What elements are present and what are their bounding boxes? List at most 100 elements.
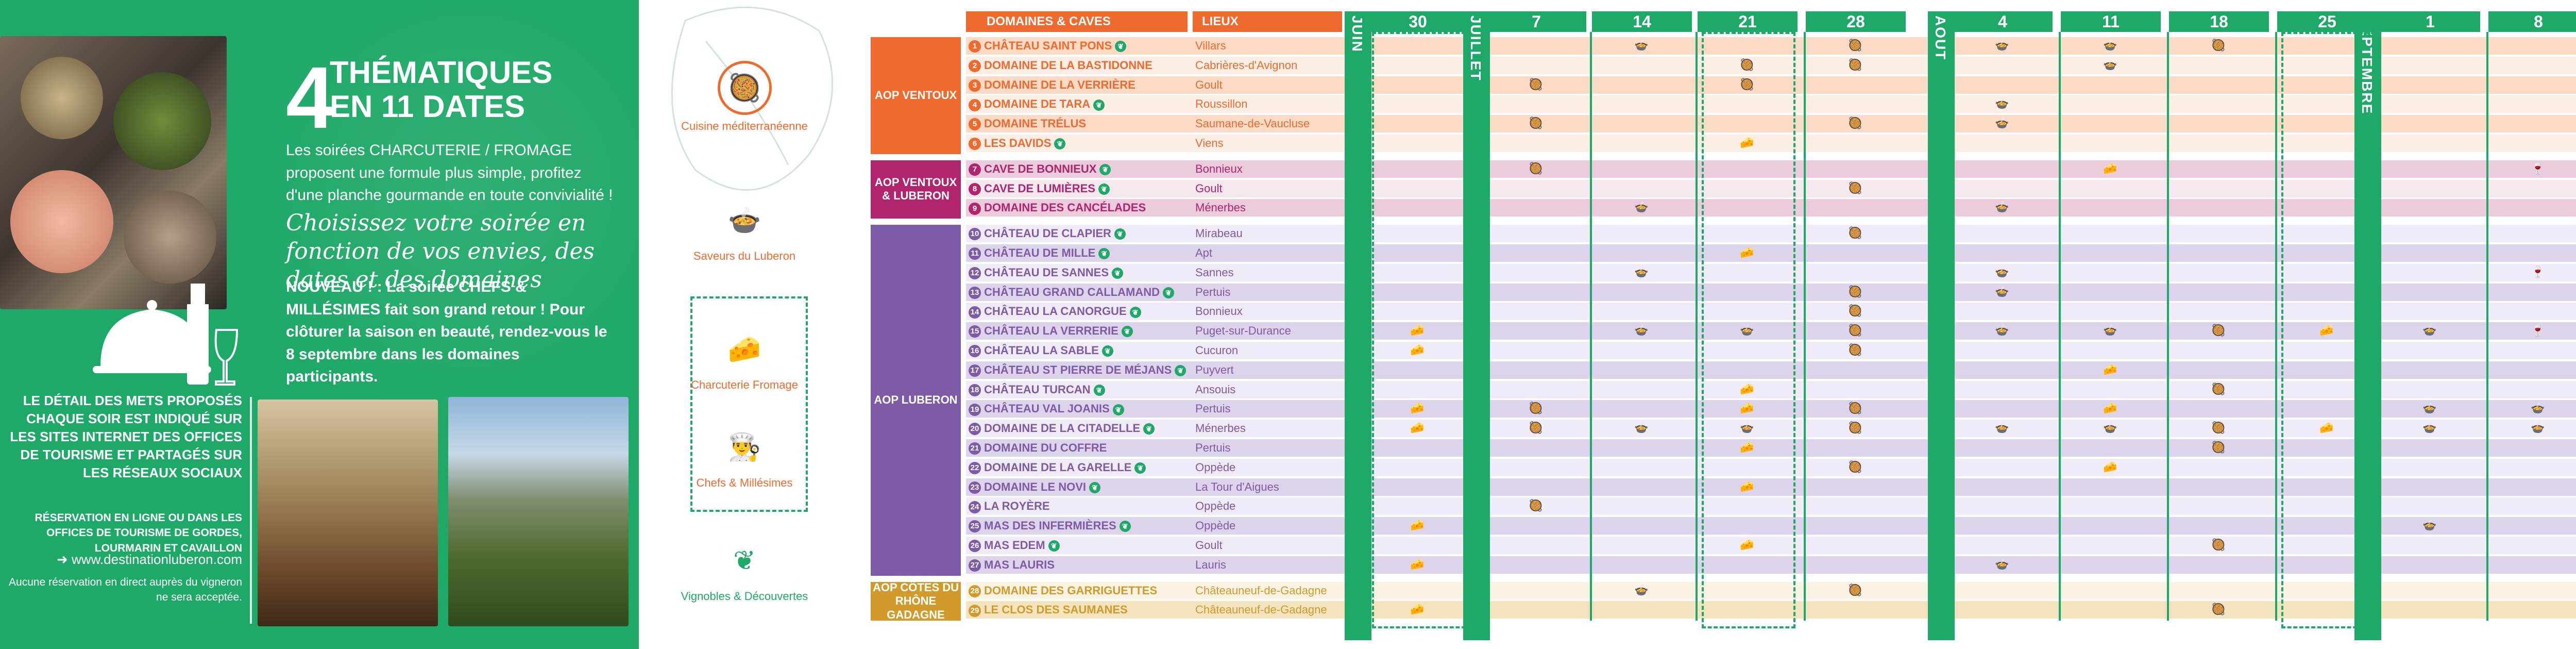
village-name: Pertuis [1195,285,1231,298]
domaine-name: 3 DOMAINE DE LA VERRIÈRE [969,76,1136,94]
domaine-name: 11 CHÂTEAU DE MILLE ❦ [969,244,1110,262]
row-stripe [966,160,2576,178]
domaine-label: DOMAINE DE LA VERRIÈRE [984,78,1136,91]
nouveau-paragraph: NOUVEAU ! : La soirée CHEFS & MILLÉSIMES… [286,278,607,385]
row-stripe [966,135,2576,152]
legend-item-chefs: 👨‍🍳 Chefs & Millésimes [654,423,835,490]
cuisine-mediterraneenne-icon: 🥘 [1529,421,1543,435]
row-stripe [966,95,2576,113]
row-stripe [966,420,2576,438]
bottles-photo [258,400,438,626]
vignobles-badge-icon: ❦ [1098,248,1110,260]
saveurs-luberon-icon: 🍲 [1634,583,1649,596]
domaine-name: 28 DOMAINE DES GARRIGUETTES [969,582,1157,600]
vignobles-badge-icon: ❦ [1121,326,1133,338]
paella-icon: 🥘 [717,61,772,115]
village-name: Goult [1195,539,1223,552]
charcuterie-fromage-icon: 🧀 [1410,421,1425,435]
reservation-text: RÉSERVATION EN LIGNE OU DANS LES OFFICES… [35,512,242,554]
saveurs-luberon-icon: 🍲 [2531,402,2545,415]
cuisine-mediterraneenne-icon: 🥘 [1848,324,1862,337]
domaine-name: 7 CAVE DE BONNIEUX ❦ [969,160,1111,178]
date-header: 11 [2061,11,2161,32]
domaine-name: 20 DOMAINE DE LA CITADELLE ❦ [969,420,1155,437]
script-tagline: Choisissez votre soirée en fonction de v… [286,210,595,293]
legend-dashed-frame [690,296,808,512]
no-reservation-text: Aucune réservation en direct auprès du v… [9,576,242,604]
domaine-name: 17 CHÂTEAU ST PIERRE DE MÉJANS ❦ [969,361,1187,379]
charcuterie-paragraph: Les soirées CHARCUTERIE / FROMAGE propos… [286,142,613,204]
saveurs-luberon-icon: 🍲 [1995,39,2009,52]
cuisine-mediterraneenne-icon: 🥘 [2211,39,2226,52]
domaine-name: 24 LA ROYÈRE [969,497,1050,515]
domaine-label: DOMAINE DE LA GARELLE [984,460,1132,474]
date-column-line [2486,32,2488,621]
saveurs-luberon-icon: 🍲 [1634,39,1649,52]
vignobles-badge-icon: ❦ [1054,138,1066,150]
cuisine-mediterraneenne-icon: 🥘 [1848,583,1862,596]
domaine-number: 5 [969,118,981,131]
domaine-number: 6 [969,138,981,151]
domaine-label: CHÂTEAU LA SABLE [984,344,1099,357]
domaine-number: 28 [969,585,981,597]
row-stripe [966,556,2576,574]
domaine-label: DOMAINE TRÉLUS [984,117,1086,130]
cuisine-mediterraneenne-icon: 🥘 [1529,402,1543,415]
village-name: Puget-sur-Durance [1195,324,1291,338]
row-stripe [966,517,2576,535]
domaine-number: 11 [969,247,981,260]
domaine-label: CHÂTEAU DE CLAPIER [984,227,1111,240]
date-header: 18 [2169,11,2269,32]
vignobles-badge-icon: ❦ [1129,306,1141,318]
month-bar: AOUT [1928,11,1955,640]
charcuterie-fromage-icon: 🧀 [1740,538,1754,551]
bowl-icon: 🍲 [727,206,761,236]
vignobles-badge-icon: ❦ [1134,462,1146,474]
vignobles-badge-icon: ❦ [1112,267,1124,279]
row-stripe [966,497,2576,515]
village-name: Roussillon [1195,97,1248,111]
domaine-label: DOMAINE DES GARRIGUETTES [984,584,1158,597]
village-name: Oppède [1195,519,1236,532]
date-header: 4 [1953,11,2053,32]
cuisine-mediterraneenne-icon: 🥘 [1848,181,1862,194]
domaine-label: CHÂTEAU TURCAN [984,382,1091,396]
domaine-number: 2 [969,59,981,72]
cuisine-mediterraneenne-icon: 🥘 [1529,499,1543,512]
detail-text: LE DÉTAIL DES METS PROPOSÉS CHAQUE SOIR … [10,393,242,481]
domaine-name: 10 CHÂTEAU DE CLAPIER ❦ [969,225,1126,242]
cuisine-mediterraneenne-icon: 🥘 [1848,304,1862,318]
village-name: Lauris [1195,558,1226,571]
charcuterie-fromage-icon: 🧀 [1410,557,1425,571]
domaine-label: LE CLOS DES SAUMANES [984,603,1128,617]
charcuterie-fromage-icon: 🧀 [1740,382,1754,395]
domaine-name: 14 CHÂTEAU LA CANORGUE ❦ [969,303,1141,320]
saveurs-luberon-icon: 🍲 [1634,201,1649,214]
legend-item-saveurs: 🍲 Saveurs du Luberon [654,196,835,263]
domaine-label: DOMAINE DE LA BASTIDONNE [984,58,1153,72]
date-header: 30 [1368,11,1468,32]
domaine-label: DOMAINE DU COFFRE [984,441,1107,454]
domaine-name: 18 CHÂTEAU TURCAN ❦ [969,381,1105,398]
chefs-millesimes-icon: 🍷 [2531,265,2545,278]
aop-group-label: AOP VENTOUX [871,37,961,154]
cloche-icon [93,284,239,386]
charcuterie-dashed-column [1372,32,1466,629]
domaine-number: 21 [969,442,981,455]
domaine-label: MAS EDEM [984,539,1045,552]
date-column-line [1696,32,1698,621]
domaine-number: 22 [969,461,981,474]
saveurs-luberon-icon: 🍲 [2422,421,2437,435]
domaine-name: 25 MAS DES INFERMIÈRES ❦ [969,517,1131,535]
vignobles-badge-icon: ❦ [1143,423,1155,435]
domaine-number: 27 [969,559,981,572]
cuisine-mediterraneenne-icon: 🥘 [1740,58,1754,71]
saveurs-luberon-icon: 🍲 [1995,557,2009,571]
village-name: Sannes [1195,265,1234,279]
cuisine-mediterraneenne-icon: 🥘 [2211,382,2226,395]
domaine-number: 7 [969,163,981,176]
website-link[interactable]: ➜ www.destinationluberon.com [57,552,242,567]
left-panel: 4 THÉMATIQUES EN 11 DATES Les soirées CH… [0,0,639,649]
village-name: Mirabeau [1195,227,1243,240]
domaine-name: 16 CHÂTEAU LA SABLE ❦ [969,342,1113,359]
